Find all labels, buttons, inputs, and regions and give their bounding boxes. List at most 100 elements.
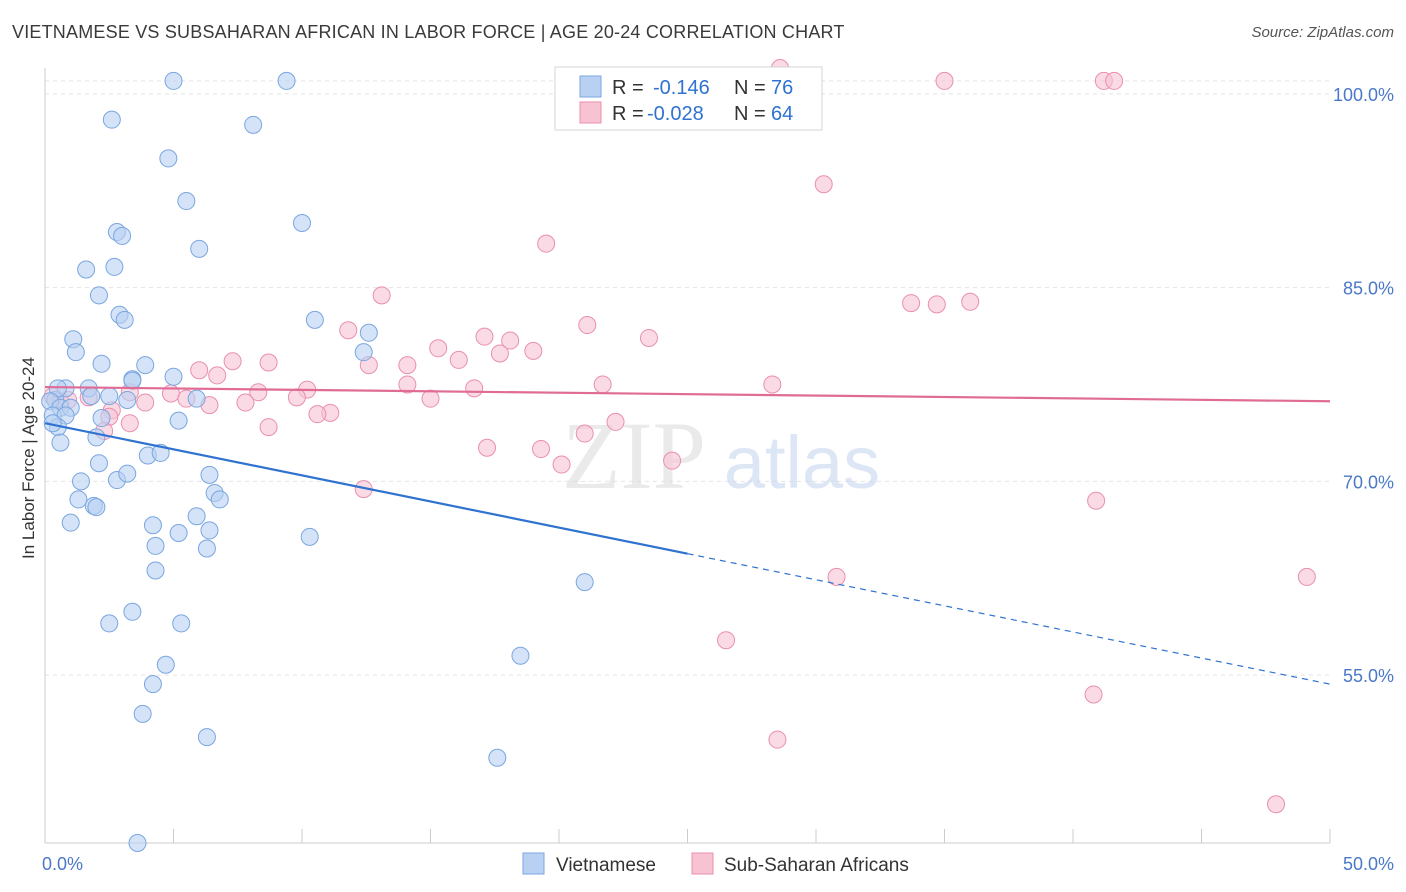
data-point-vietnamese <box>89 286 108 305</box>
chart-title: VIETNAMESE VS SUBSAHARAN AFRICAN IN LABO… <box>12 22 845 42</box>
data-point-vietnamese <box>89 454 108 473</box>
data-point-sub-saharan <box>249 383 268 402</box>
data-point-vietnamese <box>159 149 178 168</box>
data-point-vietnamese <box>277 71 296 90</box>
data-point-vietnamese <box>197 728 216 747</box>
bottom-legend-label-vietnamese: Vietnamese <box>556 855 656 876</box>
legend-n-value-2: 64 <box>771 103 793 125</box>
x-tick-label: 50.0% <box>1343 854 1394 874</box>
trend-line-sub-saharan <box>44 385 1331 403</box>
series-legend: Vietnamese Sub-Saharan Africans <box>522 852 909 876</box>
watermark-zip: ZIP <box>562 402 706 509</box>
data-point-sub-saharan <box>490 344 509 363</box>
data-point-sub-saharan <box>532 440 551 459</box>
tick-labels: 55.0% 70.0% 85.0% 100.0% 0.0% 50.0% <box>42 85 1394 874</box>
data-point-vietnamese <box>169 411 188 430</box>
data-point-vietnamese <box>43 414 62 433</box>
data-point-vietnamese <box>118 390 137 409</box>
data-point-vietnamese <box>190 239 209 258</box>
data-point-sub-saharan <box>398 375 417 394</box>
data-point-vietnamese <box>51 433 70 452</box>
data-point-sub-saharan <box>1297 567 1316 586</box>
data-point-sub-saharan <box>827 567 846 586</box>
source-credit: Source: ZipAtlas.com <box>1251 24 1394 41</box>
bottom-legend-label-sub-saharan: Sub-Saharan Africans <box>724 855 909 876</box>
data-point-vietnamese <box>164 367 183 386</box>
data-point-vietnamese <box>100 614 119 633</box>
data-point-sub-saharan <box>287 388 306 407</box>
legend-swatch-vietnamese <box>579 75 602 98</box>
data-point-sub-saharan <box>465 379 484 398</box>
data-point-sub-saharan <box>449 350 468 369</box>
data-point-vietnamese <box>200 521 219 540</box>
data-point-sub-saharan <box>475 327 494 346</box>
data-point-sub-saharan <box>190 361 209 380</box>
data-point-vietnamese <box>128 834 147 852</box>
data-point-sub-saharan <box>308 405 327 424</box>
data-point-vietnamese <box>115 310 134 329</box>
data-point-vietnamese <box>197 539 216 558</box>
data-point-sub-saharan <box>593 375 612 394</box>
data-point-sub-saharan <box>935 71 954 90</box>
data-point-vietnamese <box>92 409 111 428</box>
data-point-vietnamese <box>511 646 530 665</box>
y-tick-label: 55.0% <box>1343 666 1394 686</box>
data-point-vietnamese <box>305 310 324 329</box>
watermark: ZIP atlas <box>562 402 880 509</box>
legend-n-label-1: N = <box>734 77 766 99</box>
data-point-vietnamese <box>123 602 142 621</box>
data-point-sub-saharan <box>927 295 946 314</box>
data-point-sub-saharan <box>814 175 833 194</box>
data-point-sub-saharan <box>236 393 255 412</box>
legend-n-label-2: N = <box>734 103 766 125</box>
data-point-vietnamese <box>354 343 373 362</box>
data-point-vietnamese <box>146 561 165 580</box>
data-point-sub-saharan <box>398 356 417 375</box>
legend-r-label-2: R = <box>612 103 644 125</box>
data-point-sub-saharan <box>524 341 543 360</box>
data-point-vietnamese <box>164 71 183 90</box>
data-point-vietnamese <box>143 516 162 535</box>
data-point-vietnamese <box>92 354 111 373</box>
data-point-sub-saharan <box>259 418 278 437</box>
data-point-vietnamese <box>300 527 319 546</box>
data-point-vietnamese <box>69 490 88 509</box>
data-point-vietnamese <box>488 748 507 767</box>
data-point-vietnamese <box>244 115 263 134</box>
data-point-vietnamese <box>105 257 124 276</box>
data-point-vietnamese <box>66 343 85 362</box>
data-point-sub-saharan <box>259 353 278 372</box>
data-point-vietnamese <box>143 675 162 694</box>
data-point-vietnamese <box>169 524 188 542</box>
data-point-sub-saharan <box>902 294 921 313</box>
data-point-sub-saharan <box>575 424 594 443</box>
legend-r-value-1: -0.146 <box>653 77 710 99</box>
data-point-vietnamese <box>118 464 137 483</box>
y-tick-label: 100.0% <box>1333 85 1394 105</box>
data-point-sub-saharan <box>421 389 440 408</box>
trend-lines <box>44 385 1331 685</box>
trend-line-vietnamese-extension <box>687 553 1331 685</box>
series-vietnamese <box>41 71 594 852</box>
grid-lines <box>45 80 1330 676</box>
correlation-legend: R = -0.146 N = 76 R = -0.028 N = 64 <box>554 66 823 131</box>
data-point-vietnamese <box>82 387 101 406</box>
data-point-sub-saharan <box>223 352 242 371</box>
data-point-sub-saharan <box>120 414 139 433</box>
legend-r-label-1: R = <box>612 77 644 99</box>
data-point-sub-saharan <box>429 339 448 358</box>
data-point-sub-saharan <box>1084 685 1103 704</box>
data-point-sub-saharan <box>339 321 358 340</box>
data-point-vietnamese <box>575 573 594 592</box>
y-tick-label: 85.0% <box>1343 279 1394 299</box>
legend-swatch-sub-saharan <box>579 101 602 124</box>
data-point-vietnamese <box>156 655 175 674</box>
data-point-sub-saharan <box>763 375 782 394</box>
y-tick-label: 70.0% <box>1343 472 1394 492</box>
data-point-vietnamese <box>113 226 132 245</box>
data-point-vietnamese <box>187 507 206 526</box>
data-point-vietnamese <box>133 704 152 723</box>
data-point-vietnamese <box>87 498 106 517</box>
data-point-sub-saharan <box>578 316 597 335</box>
bottom-legend-swatch-vietnamese <box>522 852 545 875</box>
